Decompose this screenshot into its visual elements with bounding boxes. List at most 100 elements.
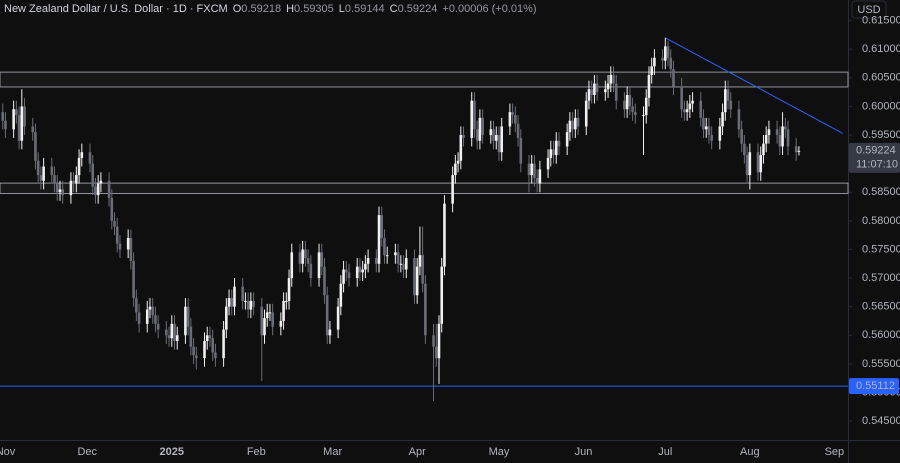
candle-body — [88, 152, 92, 164]
candle-body — [227, 298, 231, 307]
candle-body — [268, 312, 272, 314]
candle-body — [625, 94, 629, 110]
candle-body — [304, 249, 307, 259]
ohlc-value: 0.59218 — [241, 3, 281, 15]
candle-body — [404, 258, 408, 270]
last-price-box — [849, 142, 900, 173]
candle-body — [530, 163, 534, 176]
candle-body — [394, 252, 397, 256]
candle-body — [451, 175, 454, 204]
candle-body — [511, 112, 514, 116]
y-tick-label: 0.55500 — [862, 358, 900, 370]
candle-body — [470, 100, 474, 138]
candle-body — [494, 135, 498, 141]
candle-body — [508, 112, 512, 127]
candle-body — [614, 83, 618, 101]
candle-body — [672, 69, 675, 87]
candle-body — [680, 86, 683, 110]
y-tick-label: 0.57500 — [862, 243, 900, 255]
x-tick-label: Jun — [575, 446, 593, 458]
candle-body — [126, 238, 130, 250]
candle-body — [205, 335, 209, 342]
currency[interactable]: USD — [857, 4, 880, 16]
candle-body — [306, 258, 310, 264]
candle-body — [478, 117, 482, 141]
candle-body — [246, 300, 250, 310]
candle-body — [456, 160, 460, 164]
candle-body — [230, 298, 234, 307]
candle-body — [137, 312, 141, 324]
candle-body — [265, 312, 269, 319]
candle-body — [42, 166, 45, 181]
candle-body — [23, 106, 26, 127]
candle-body — [75, 175, 78, 184]
candle-body — [115, 226, 119, 244]
candle-body — [745, 155, 749, 176]
candle-body — [118, 243, 122, 250]
candle-body — [186, 306, 190, 327]
trendline — [665, 37, 843, 134]
candle-body — [167, 335, 171, 339]
candle-body — [222, 329, 225, 359]
candle-body — [762, 143, 765, 156]
candle-body — [527, 163, 531, 176]
candle-body — [214, 352, 217, 359]
candle-body — [107, 180, 111, 198]
candle-body — [475, 129, 479, 141]
candle-body — [574, 117, 577, 130]
currency-box[interactable] — [851, 0, 887, 19]
x-tick-label: Mar — [323, 446, 342, 458]
candle-body — [707, 126, 711, 136]
candle-body — [69, 180, 73, 196]
candle-body — [516, 123, 520, 138]
y-tick-label: 0.57000 — [862, 272, 900, 284]
y-tick-label: 0.59500 — [862, 129, 900, 141]
candle-body — [691, 100, 694, 104]
candle-body — [702, 117, 705, 130]
candle-body — [91, 163, 95, 187]
candle-body — [644, 97, 648, 116]
candle-body — [249, 300, 253, 310]
candle-body — [320, 252, 324, 267]
x-tick-label: May — [489, 446, 510, 458]
candle-body — [685, 109, 689, 113]
y-tick-label: 0.61500 — [862, 15, 900, 27]
candle-body — [683, 109, 686, 113]
candle-body — [99, 180, 103, 184]
candle-body — [260, 306, 264, 336]
candle-body — [110, 197, 114, 221]
candle-body — [317, 252, 321, 279]
candle-body — [571, 120, 574, 130]
candle-body — [145, 309, 149, 324]
candle-body — [748, 152, 752, 176]
y-tick-label: 0.58000 — [862, 215, 900, 227]
candle-body — [587, 89, 591, 101]
candle-body — [500, 126, 504, 153]
candle-body — [413, 258, 416, 296]
candle-body — [424, 283, 427, 336]
candle-body — [244, 300, 247, 302]
candle-body — [576, 117, 580, 127]
candle-body — [325, 295, 329, 336]
candle-body — [653, 57, 656, 67]
candle-body — [718, 126, 722, 141]
candle-body — [148, 306, 152, 310]
candle-body — [497, 135, 501, 153]
countdown-label: 11:07:10 — [856, 159, 898, 171]
candle-body — [647, 74, 651, 98]
candle-body — [538, 169, 542, 184]
candle-body — [557, 140, 561, 147]
candle-body — [175, 335, 179, 342]
candle-body — [634, 112, 637, 116]
candle-body — [797, 150, 801, 152]
candle-body — [184, 306, 187, 336]
y-tick-label: 0.58500 — [862, 186, 900, 198]
candle-body — [358, 266, 362, 273]
candle-body — [590, 89, 593, 95]
support-price-label: 0.55112 — [856, 380, 895, 392]
candle-body — [12, 109, 15, 130]
candle-body — [399, 263, 403, 265]
candle-body — [609, 74, 613, 84]
candle-body — [729, 100, 733, 110]
candle-body — [756, 152, 760, 173]
